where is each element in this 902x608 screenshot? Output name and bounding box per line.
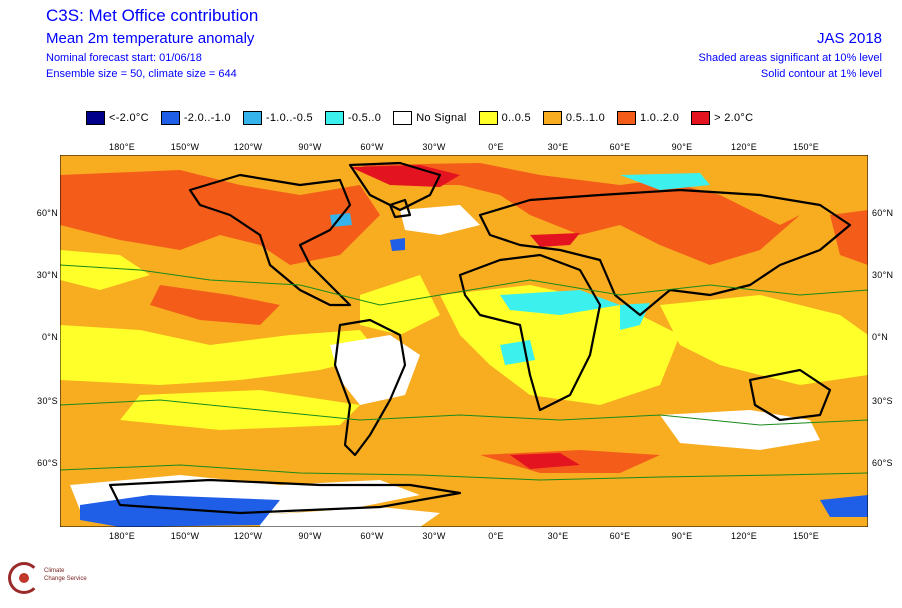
longitude-label: 180°E	[108, 531, 136, 541]
legend-item: <-2.0°C	[86, 111, 149, 125]
legend-swatch	[160, 111, 180, 125]
legend-item: No Signal	[393, 111, 466, 125]
latitude-label: 60°S	[872, 458, 893, 468]
logo-text-line1: Climate	[44, 568, 65, 574]
latitude-label: 0°N	[872, 332, 889, 342]
cold-anomaly-regions	[80, 173, 868, 527]
forecast-start-text: Nominal forecast start: 01/06/18	[46, 52, 202, 64]
forecast-period: JAS 2018	[816, 30, 882, 47]
latitude-label: 30°N	[36, 270, 58, 280]
map-subtitle: Mean 2m temperature anomaly	[46, 30, 255, 47]
weak-warm-regions	[60, 250, 868, 430]
latitude-label: 0°N	[41, 332, 58, 342]
longitude-label: 60°W	[360, 531, 384, 541]
latitude-label: 60°S	[37, 458, 58, 468]
map-title: C3S: Met Office contribution	[46, 6, 259, 25]
legend-label: -1.0..-0.5	[265, 112, 313, 124]
longitude-label: 60°E	[609, 531, 631, 541]
longitude-label: 30°E	[547, 531, 569, 541]
legend-swatch	[542, 111, 562, 125]
legend-swatch	[242, 111, 262, 125]
logo-ring-icon	[8, 562, 40, 594]
legend-item: 0..0.5	[478, 111, 531, 125]
latitude-label: 60°N	[872, 208, 894, 218]
longitude-label: 30°W	[422, 142, 446, 152]
significance-note-10pct: Shaded areas significant at 10% level	[698, 52, 882, 64]
longitude-label: 150°E	[792, 531, 820, 541]
longitude-label: 120°W	[233, 142, 263, 152]
coastlines	[108, 161, 852, 515]
latitude-label: 30°S	[872, 396, 893, 406]
logo-dot-icon	[19, 573, 29, 583]
significance-contours	[60, 264, 868, 481]
legend-label: -2.0..-1.0	[183, 112, 231, 124]
legend-item: -0.5..0	[324, 111, 382, 125]
legend-swatch	[691, 111, 711, 125]
longitude-label: 150°W	[170, 531, 200, 541]
longitude-label: 60°W	[360, 142, 384, 152]
longitude-label: 120°W	[233, 531, 263, 541]
legend-item: 1.0..2.0	[617, 111, 679, 125]
logo-text-line2: Change Service	[44, 576, 87, 582]
legend-label: > 2.0°C	[714, 112, 754, 124]
longitude-label: 120°E	[730, 531, 758, 541]
longitude-label: 120°E	[730, 142, 758, 152]
longitude-label: 30°W	[422, 531, 446, 541]
legend-swatch	[324, 111, 344, 125]
legend-swatch	[86, 111, 105, 125]
longitude-label: 150°E	[792, 142, 820, 152]
longitude-label: 90°W	[298, 531, 322, 541]
ensemble-size-text: Ensemble size = 50, climate size = 644	[46, 68, 237, 80]
legend-item: 0.5..1.0	[542, 111, 606, 125]
longitude-label: 90°W	[298, 142, 322, 152]
temperature-anomaly-map	[60, 155, 868, 527]
legend-label: <-2.0°C	[109, 112, 149, 124]
legend-swatch	[393, 111, 413, 125]
longitude-label: 180°E	[108, 142, 136, 152]
legend-swatch	[478, 111, 498, 125]
longitude-label: 150°W	[170, 142, 200, 152]
legend-swatch	[617, 111, 637, 125]
legend-item: -1.0..-0.5	[242, 111, 313, 125]
longitude-label: 60°E	[609, 142, 631, 152]
legend-label: -0.5..0	[347, 112, 382, 124]
legend-label: 0..0.5	[501, 112, 531, 124]
legend-item: > 2.0°C	[691, 111, 753, 125]
significance-note-1pct: Solid contour at 1% level	[760, 68, 882, 80]
copernicus-logo: Climate Change Service	[8, 558, 118, 604]
longitude-label: 0°E	[488, 142, 504, 152]
longitude-label: 90°E	[671, 142, 693, 152]
latitude-label: 60°N	[36, 208, 58, 218]
color-legend: <-2.0°C -2.0..-1.0 -1.0..-0.5 -0.5..0 No Sig…	[86, 109, 765, 127]
legend-label: 0.5..1.0	[565, 112, 606, 124]
longitude-label: 0°E	[488, 531, 504, 541]
legend-label: 1.0..2.0	[640, 112, 680, 124]
strong-warm-regions	[350, 165, 580, 469]
longitude-label: 90°E	[671, 531, 693, 541]
longitude-label: 30°E	[547, 142, 569, 152]
latitude-label: 30°S	[37, 396, 58, 406]
legend-item: -2.0..-1.0	[160, 111, 231, 125]
latitude-label: 30°N	[872, 270, 894, 280]
legend-label: No Signal	[416, 112, 467, 124]
